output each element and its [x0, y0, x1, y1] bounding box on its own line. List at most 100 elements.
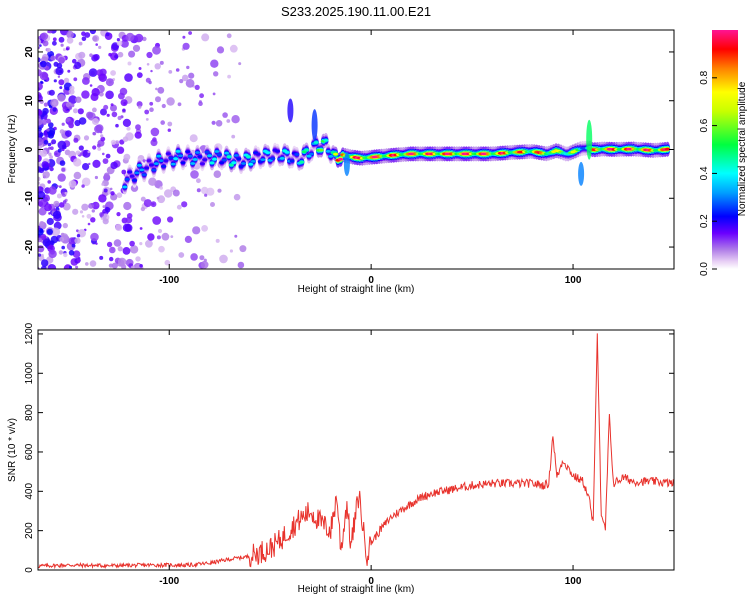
noise-blob	[103, 172, 110, 179]
spectrogram-ridge	[122, 98, 671, 195]
noise-blob	[59, 129, 65, 135]
noise-blob	[110, 103, 114, 107]
noise-blob	[56, 184, 59, 188]
noise-blob	[188, 72, 195, 79]
noise-blob	[111, 262, 118, 269]
noise-blob	[160, 120, 165, 125]
ridge-spike	[586, 119, 593, 160]
ridge-cell	[190, 162, 196, 165]
ridge-cell	[313, 141, 319, 144]
ridge-cell	[337, 157, 344, 161]
noise-blob	[39, 132, 44, 137]
noise-blob	[65, 130, 72, 138]
noise-blob	[215, 238, 220, 243]
noise-blob	[143, 199, 152, 208]
ridge-cell	[250, 160, 256, 163]
ridge-cell	[153, 162, 159, 166]
noise-blob	[102, 205, 106, 209]
noise-blob	[62, 200, 67, 204]
noise-blob	[56, 193, 62, 199]
noise-blob	[71, 243, 76, 248]
noise-blob	[116, 38, 120, 42]
noise-blob	[89, 30, 96, 35]
noise-blob	[95, 242, 98, 245]
spectrogram-y-axis-label: Frequency (Hz)	[7, 115, 18, 184]
noise-blob	[231, 134, 236, 139]
noise-blob	[98, 45, 102, 50]
noise-blob	[238, 62, 242, 66]
noise-blob	[99, 212, 104, 217]
noise-blob	[92, 145, 97, 150]
noise-blob	[210, 202, 215, 207]
colorbar-tick-label: 0.4	[699, 166, 710, 180]
noise-blob	[138, 67, 142, 70]
noise-blob	[176, 204, 182, 210]
noise-blob	[135, 124, 141, 131]
x-tick-label: -100	[159, 275, 179, 286]
snr-x-axis-label: Height of straight line (km)	[298, 584, 415, 595]
ridge-cell	[202, 158, 208, 162]
noise-blob	[130, 184, 139, 192]
noise-blob	[47, 264, 57, 269]
noise-blob	[105, 32, 110, 37]
noise-blob	[46, 228, 54, 235]
noise-blob	[65, 47, 69, 51]
y-tick-label: 1200	[24, 322, 35, 345]
ridge-cell	[139, 168, 145, 172]
noise-blob	[105, 78, 114, 87]
ridge-cell	[257, 160, 264, 164]
ridge-cell	[265, 151, 271, 155]
noise-blob	[127, 61, 132, 66]
noise-blob	[68, 180, 77, 188]
noise-blob	[73, 77, 78, 82]
noise-blob	[217, 188, 222, 193]
noise-blob	[48, 152, 52, 156]
noise-blob	[201, 33, 210, 42]
noise-blob	[123, 153, 131, 161]
ridge-cell	[141, 173, 147, 177]
noise-blob	[150, 69, 153, 73]
noise-blob	[185, 78, 195, 88]
noise-blob	[47, 142, 52, 147]
noise-blob	[110, 161, 118, 170]
noise-blob	[129, 245, 139, 254]
noise-blob	[116, 192, 123, 198]
snr-panel: -100 0 100 0 200 400 600 800 1000 1200 Height of…	[7, 322, 675, 595]
snr-frame	[37, 329, 675, 571]
noise-blob	[38, 127, 42, 132]
noise-blob	[57, 75, 61, 78]
ridge-cell	[214, 150, 220, 153]
noise-blob	[89, 260, 97, 267]
noise-blob	[122, 223, 132, 232]
noise-blob	[159, 186, 163, 190]
noise-blob	[152, 45, 161, 55]
noise-blob	[103, 188, 108, 193]
noise-blob	[157, 195, 166, 204]
noise-blob	[74, 237, 81, 244]
noise-blob	[213, 71, 219, 77]
noise-blob	[115, 123, 119, 128]
ridge-cell	[294, 153, 300, 156]
ridge-cell	[194, 151, 201, 154]
noise-blob	[85, 262, 89, 266]
noise-blob	[227, 74, 232, 79]
ridge-cell	[180, 161, 186, 165]
noise-blob	[69, 265, 72, 269]
noise-blob	[122, 247, 131, 255]
noise-blob	[43, 102, 49, 107]
noise-blob	[117, 257, 127, 267]
noise-blob	[78, 51, 86, 59]
noise-blob	[108, 52, 112, 57]
ridge-cell	[197, 155, 203, 159]
y-tick-label: 200	[24, 522, 35, 539]
noise-blob	[101, 182, 105, 186]
noise-blob	[178, 252, 185, 258]
noise-blob	[150, 201, 157, 208]
noise-blob	[152, 137, 157, 142]
noise-blob	[86, 213, 92, 219]
noise-blob	[92, 107, 97, 113]
noise-blob	[48, 30, 53, 34]
noise-blob	[122, 136, 129, 142]
noise-blob	[168, 70, 173, 74]
noise-blob	[92, 131, 96, 136]
